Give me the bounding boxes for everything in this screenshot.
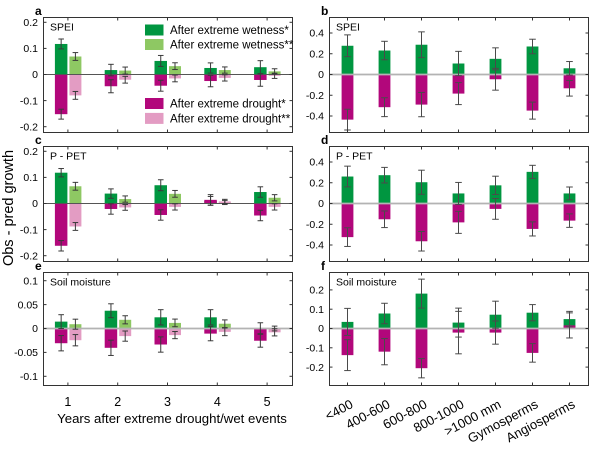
svg-text:0: 0 [32, 69, 38, 81]
svg-text:After extreme drought**: After extreme drought** [170, 113, 291, 125]
svg-text:1: 1 [64, 395, 71, 409]
svg-text:0.2: 0.2 [309, 177, 324, 189]
svg-text:-0.4: -0.4 [306, 111, 324, 123]
svg-text:c: c [35, 133, 42, 147]
svg-text:-0.4: -0.4 [306, 240, 324, 252]
svg-text:-0.1: -0.1 [20, 95, 38, 107]
svg-text:2: 2 [114, 395, 121, 409]
svg-text:0.1: 0.1 [23, 43, 38, 55]
svg-text:0.1: 0.1 [23, 172, 38, 184]
svg-text:0.2: 0.2 [309, 285, 324, 297]
svg-text:0.4: 0.4 [309, 157, 324, 169]
svg-text:0.2: 0.2 [309, 48, 324, 60]
svg-text:0: 0 [318, 198, 324, 210]
svg-text:After extreme drought*: After extreme drought* [170, 99, 286, 111]
svg-text:-0.1: -0.1 [20, 224, 38, 236]
svg-text:-0.2: -0.2 [306, 219, 324, 231]
svg-text:-0.05: -0.05 [14, 347, 38, 359]
svg-text:SPEI: SPEI [50, 22, 74, 34]
svg-text:-0.1: -0.1 [306, 343, 324, 355]
svg-text:Soil moisture: Soil moisture [50, 277, 111, 289]
svg-text:a: a [35, 4, 42, 18]
svg-text:0.4: 0.4 [309, 28, 324, 40]
svg-text:0.2: 0.2 [23, 17, 38, 29]
svg-text:3: 3 [164, 395, 171, 409]
svg-text:-0.2: -0.2 [306, 362, 324, 374]
svg-text:d: d [321, 133, 328, 147]
svg-text:0: 0 [32, 198, 38, 210]
svg-text:P - PET: P - PET [336, 151, 373, 163]
svg-text:-0.1: -0.1 [20, 371, 38, 383]
svg-text:4: 4 [214, 395, 221, 409]
svg-text:5: 5 [264, 395, 271, 409]
svg-text:e: e [35, 259, 42, 273]
svg-text:Years after extreme drought/we: Years after extreme drought/wet events [57, 411, 287, 426]
svg-text:0.05: 0.05 [18, 299, 39, 311]
svg-text:-0.2: -0.2 [306, 90, 324, 102]
svg-text:-0.2: -0.2 [20, 121, 38, 133]
svg-text:b: b [321, 4, 328, 18]
svg-text:0: 0 [318, 323, 324, 335]
svg-text:0.2: 0.2 [23, 146, 38, 158]
svg-text:SPEI: SPEI [336, 22, 360, 34]
svg-text:P - PET: P - PET [50, 151, 87, 163]
svg-text:After extreme wetness*: After extreme wetness* [170, 25, 289, 37]
svg-text:Soil moisture: Soil moisture [336, 277, 397, 289]
svg-text:0: 0 [32, 323, 38, 335]
svg-text:After extreme wetness**: After extreme wetness** [170, 40, 294, 52]
svg-text:Obs - pred growth: Obs - pred growth [1, 150, 17, 266]
svg-text:0.1: 0.1 [23, 275, 38, 287]
svg-text:0.1: 0.1 [309, 304, 324, 316]
svg-text:0: 0 [318, 69, 324, 81]
